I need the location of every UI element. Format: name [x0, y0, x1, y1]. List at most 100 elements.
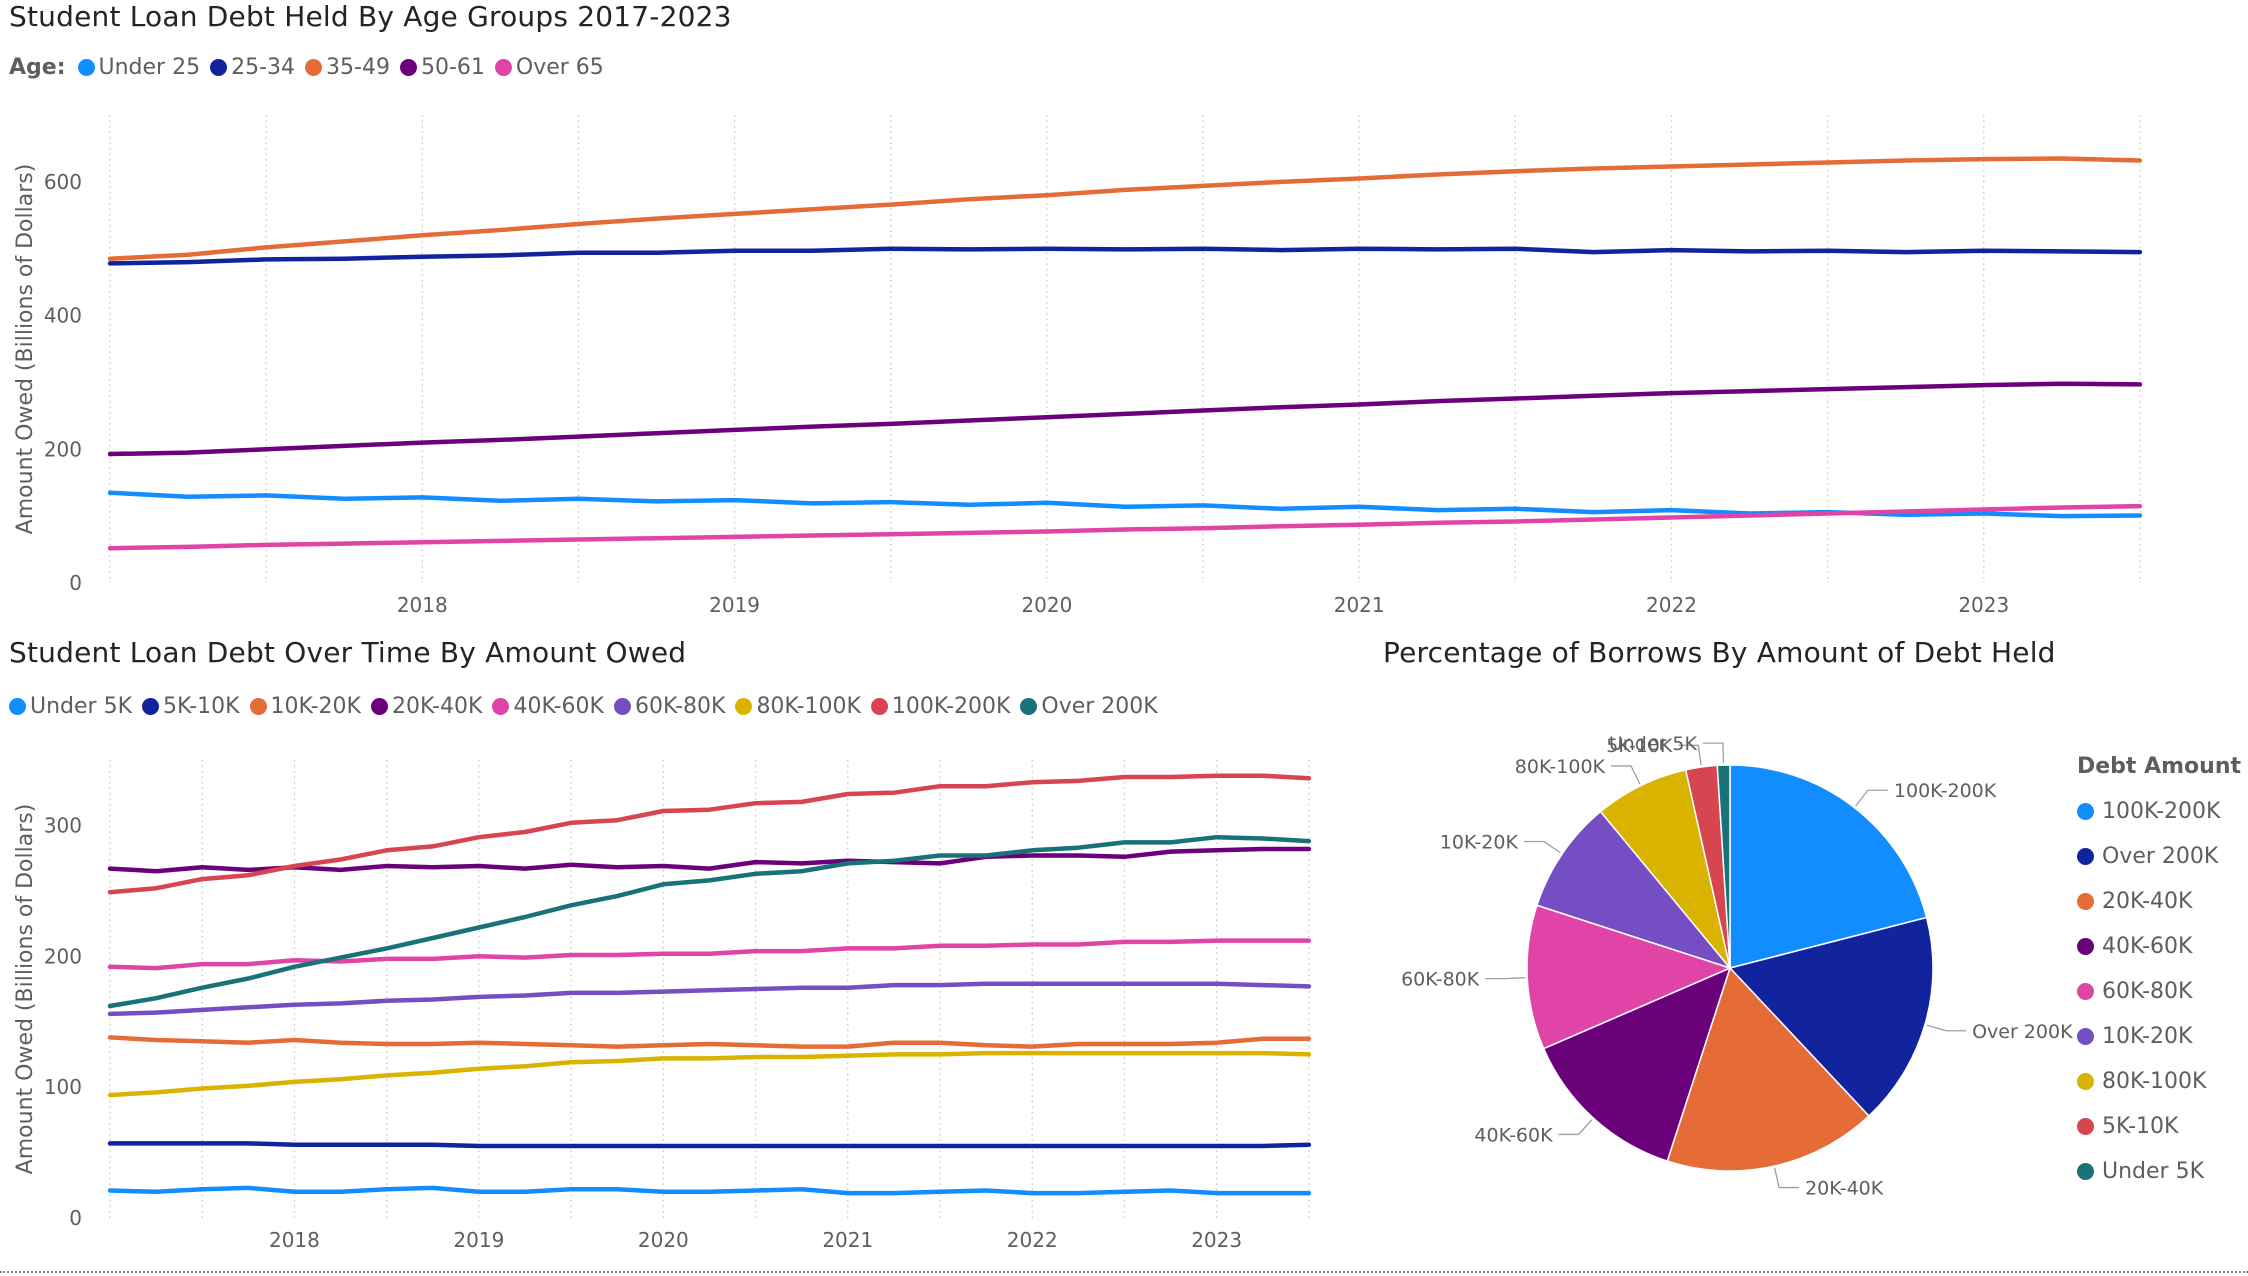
- pie-legend-40k-60k[interactable]: 40K-60K: [2077, 924, 2241, 969]
- legend-marker: [305, 59, 323, 76]
- legend-label: 60K-80K: [2102, 979, 2193, 1004]
- pie-slice-40k-60k[interactable]: [1542, 966, 1732, 1163]
- pie-legend-10k-20k[interactable]: 10K-20K: [2077, 1014, 2241, 1059]
- legend-label: Under 25: [98, 55, 201, 80]
- pie-slice-100k-200k[interactable]: [1729, 764, 1928, 969]
- legend-label: 25-34: [231, 55, 296, 80]
- amount-series-line-80k-100k[interactable]: [107, 1050, 1312, 1098]
- y-tick-label: 100: [44, 1075, 82, 1099]
- amount-series-line-10k-20k[interactable]: [107, 1035, 1312, 1049]
- pie-slice-10k-20k[interactable]: [1535, 810, 1733, 970]
- legend-label: 100K-200K: [2102, 799, 2221, 824]
- y-tick-label: 300: [44, 813, 82, 837]
- legend-label: 40K-60K: [2102, 934, 2193, 959]
- age-legend-under-25[interactable]: Under 25: [77, 55, 201, 80]
- age-series-line-35-49[interactable]: [107, 156, 2143, 261]
- x-tick-label: 2023: [1958, 593, 2009, 617]
- y-tick-label: 400: [44, 304, 82, 328]
- pie-slice-80k-100k[interactable]: [1599, 768, 1731, 969]
- age-legend-25-34[interactable]: 25-34: [210, 55, 295, 80]
- age-series-line-50-61[interactable]: [107, 381, 2143, 457]
- pie-data-label: 60K-80K: [1401, 969, 1480, 991]
- legend-label: 5K-10K: [2102, 1114, 2179, 1139]
- pie-legend-100k-200k[interactable]: 100K-200K: [2077, 789, 2241, 834]
- legend-marker: [142, 698, 160, 715]
- amount-series-line-60k-80k[interactable]: [107, 981, 1312, 1017]
- x-tick-label: 2021: [1334, 593, 1385, 617]
- legend-marker: [870, 698, 888, 715]
- legend-label: 10K-20K: [270, 694, 361, 719]
- legend-label: 20K-40K: [2102, 889, 2193, 914]
- amount-series-line-40k-60k[interactable]: [107, 938, 1312, 971]
- x-tick-label: 2019: [709, 593, 760, 617]
- y-tick-label: 200: [44, 944, 82, 968]
- pie-legend-20k-40k[interactable]: 20K-40K: [2077, 879, 2241, 924]
- pie-data-label: 100K-200K: [1894, 780, 1997, 802]
- pie-leader-line: [1523, 840, 1561, 854]
- legend-label: 20K-40K: [391, 694, 483, 719]
- pie-slice-60k-80k[interactable]: [1526, 904, 1733, 1050]
- legend-label: 5K-10K: [163, 694, 240, 719]
- pie-leader-line: [1774, 1167, 1800, 1189]
- amount-legend-60k-80k[interactable]: 60K-80K: [613, 694, 726, 719]
- age-series-line-over-65[interactable]: [107, 503, 2143, 551]
- amount-legend-under-5k[interactable]: Under 5K: [9, 694, 132, 719]
- amount-series-line-under-5k[interactable]: [107, 1185, 1312, 1196]
- age-legend-over-65[interactable]: Over 65: [494, 55, 604, 80]
- amount-series-line-5k-10k[interactable]: [107, 1141, 1312, 1149]
- y-axis-label: Amount Owed (Billions of Dollars): [13, 164, 38, 535]
- legend-marker: [2077, 803, 2094, 820]
- legend-marker: [399, 59, 417, 76]
- legend-marker: [2077, 938, 2094, 955]
- legend-marker: [249, 698, 267, 715]
- amount-series-line-20k-40k[interactable]: [107, 846, 1312, 874]
- amount-series-line-over-200k[interactable]: [107, 834, 1312, 1009]
- x-tick-label: 2022: [1007, 1228, 1058, 1250]
- pie-slice-under-5k[interactable]: [1716, 764, 1731, 969]
- pie-legend-title: Debt Amount: [2077, 754, 2242, 779]
- amount-legend-5k-10k[interactable]: 5K-10K: [142, 694, 240, 719]
- legend-label: 60K-80K: [634, 694, 726, 719]
- legend-label: Under 5K: [2102, 1159, 2205, 1184]
- legend-marker: [735, 698, 753, 715]
- pie-leader-line: [1702, 742, 1725, 764]
- age-series-line-25-34[interactable]: [107, 246, 2143, 266]
- amount-legend-over-200k[interactable]: Over 200K: [1020, 694, 1158, 719]
- legend-marker: [613, 698, 631, 715]
- legend-label: 50-61: [420, 55, 485, 80]
- legend-marker: [492, 698, 510, 715]
- pie-legend-over-200k[interactable]: Over 200K: [2077, 834, 2241, 879]
- legend-marker: [2077, 848, 2094, 865]
- age-chart-legend: Age: Under 25 25-34 35-49 50-61 Over 65: [9, 55, 614, 80]
- legend-marker: [1020, 698, 1038, 715]
- amount-series-line-100k-200k[interactable]: [107, 773, 1312, 895]
- amount-legend-100k-200k[interactable]: 100K-200K: [870, 694, 1010, 719]
- legend-marker: [2077, 983, 2094, 1000]
- x-tick-label: 2023: [1191, 1228, 1242, 1250]
- pie-slice-20k-40k[interactable]: [1666, 966, 1871, 1172]
- amount-legend-10k-20k[interactable]: 10K-20K: [249, 694, 361, 719]
- pie-chart-legend: Debt Amount 100K-200K Over 200K 20K-40K 40K…: [2077, 754, 2241, 1194]
- age-legend-35-49[interactable]: 35-49: [305, 55, 390, 80]
- y-tick-label: 200: [44, 437, 82, 461]
- legend-label: Over 200K: [1041, 694, 1158, 719]
- pie-legend-60k-80k[interactable]: 60K-80K: [2077, 969, 2241, 1014]
- y-tick-label: 0: [69, 1206, 82, 1230]
- pie-legend-5k-10k[interactable]: 5K-10K: [2077, 1104, 2241, 1149]
- legend-label: 80K-100K: [756, 694, 861, 719]
- amount-legend-40k-60k[interactable]: 40K-60K: [492, 694, 604, 719]
- amount-line-chart: 2018 2019 2020 2021 2022 2023 0 100 200 300Amount…: [13, 760, 1312, 1250]
- legend-label: Over 200K: [2102, 844, 2219, 869]
- legend-marker: [494, 59, 512, 76]
- x-tick-label: 2019: [453, 1228, 504, 1250]
- amount-legend-80k-100k[interactable]: 80K-100K: [735, 694, 861, 719]
- pie-legend-under-5k[interactable]: Under 5K: [2077, 1149, 2241, 1194]
- legend-label: Over 65: [515, 55, 604, 80]
- amount-legend-20k-40k[interactable]: 20K-40K: [370, 694, 483, 719]
- age-legend-50-61[interactable]: 50-61: [399, 55, 485, 80]
- pie-legend-80k-100k[interactable]: 80K-100K: [2077, 1059, 2241, 1104]
- x-tick-label: 2021: [822, 1228, 873, 1250]
- pie-slice-over-200k[interactable]: [1728, 916, 1934, 1118]
- y-tick-label: 0: [69, 571, 82, 595]
- pie-leader-line: [1855, 789, 1888, 807]
